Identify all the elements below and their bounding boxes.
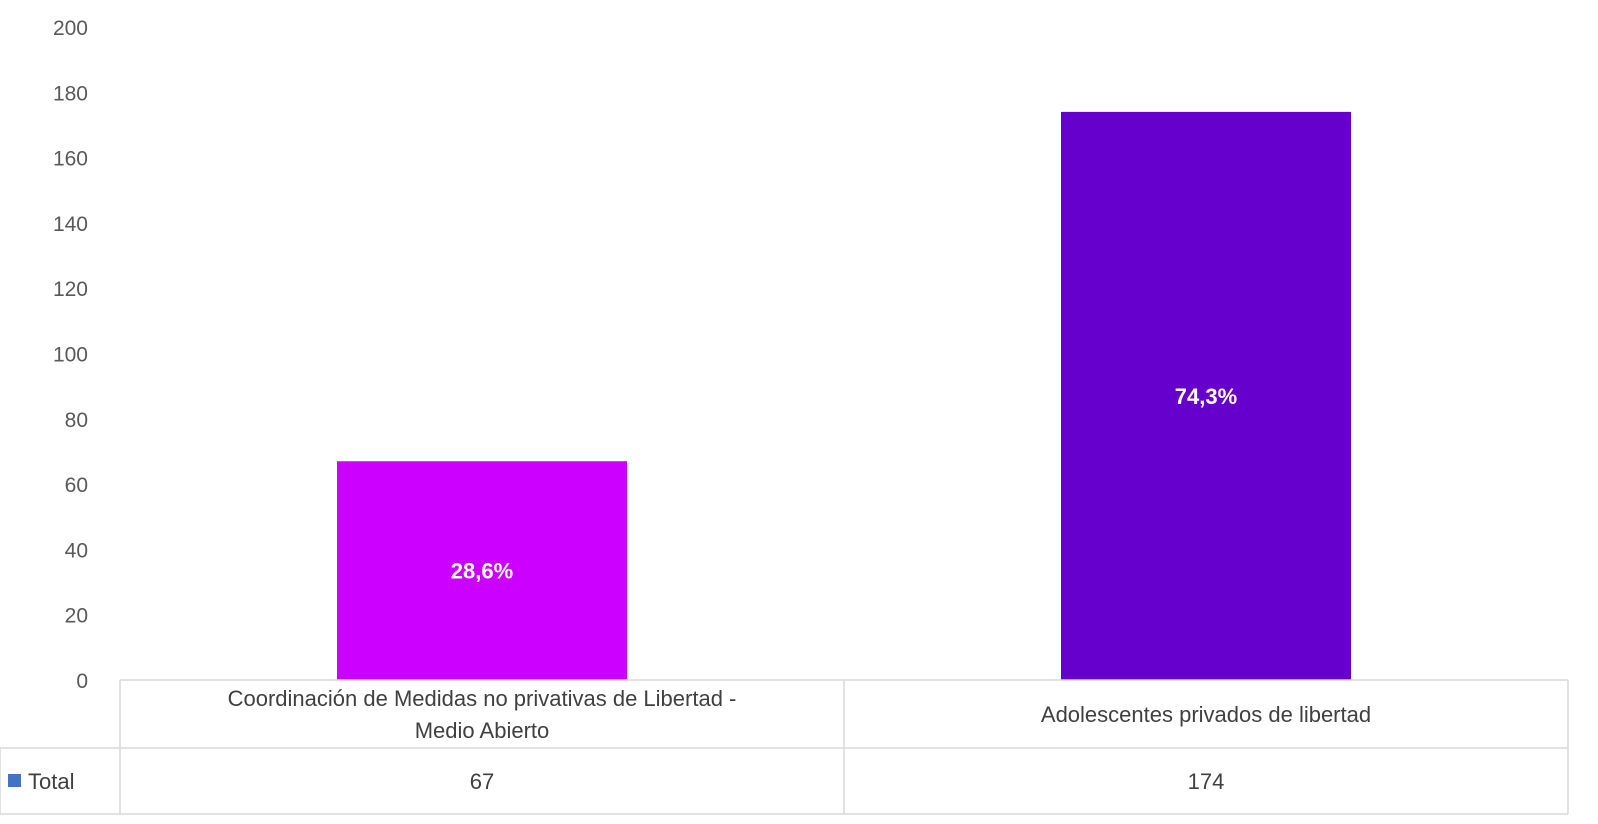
y-tick-label-8: 160 — [53, 148, 88, 171]
y-tick-label-2: 40 — [65, 539, 88, 562]
y-tick-label-10: 200 — [53, 17, 88, 40]
y-tick-label-6: 120 — [53, 278, 88, 301]
data-label-1: 74,3% — [1175, 384, 1237, 409]
legend-marker-total — [8, 774, 21, 787]
y-tick-label-4: 80 — [65, 409, 88, 432]
table-value-0: 67 — [470, 769, 494, 794]
table-value-1: 174 — [1188, 769, 1225, 794]
y-tick-label-7: 140 — [53, 213, 88, 236]
category-label-0-1: Medio Abierto — [415, 718, 550, 743]
y-tick-label-1: 20 — [65, 605, 88, 628]
y-tick-label-3: 60 — [65, 474, 88, 497]
y-tick-label-5: 100 — [53, 344, 88, 367]
bar-1 — [1061, 111, 1351, 680]
y-tick-label-0: 0 — [76, 670, 88, 693]
y-tick-label-9: 180 — [53, 82, 88, 105]
category-label-0-0: Coordinación de Medidas no privativas de… — [228, 686, 737, 711]
legend-label-total: Total — [28, 769, 74, 794]
bar-0 — [337, 461, 627, 680]
category-label-1-0: Adolescentes privados de libertad — [1041, 702, 1371, 727]
data-label-0: 28,6% — [451, 559, 513, 584]
